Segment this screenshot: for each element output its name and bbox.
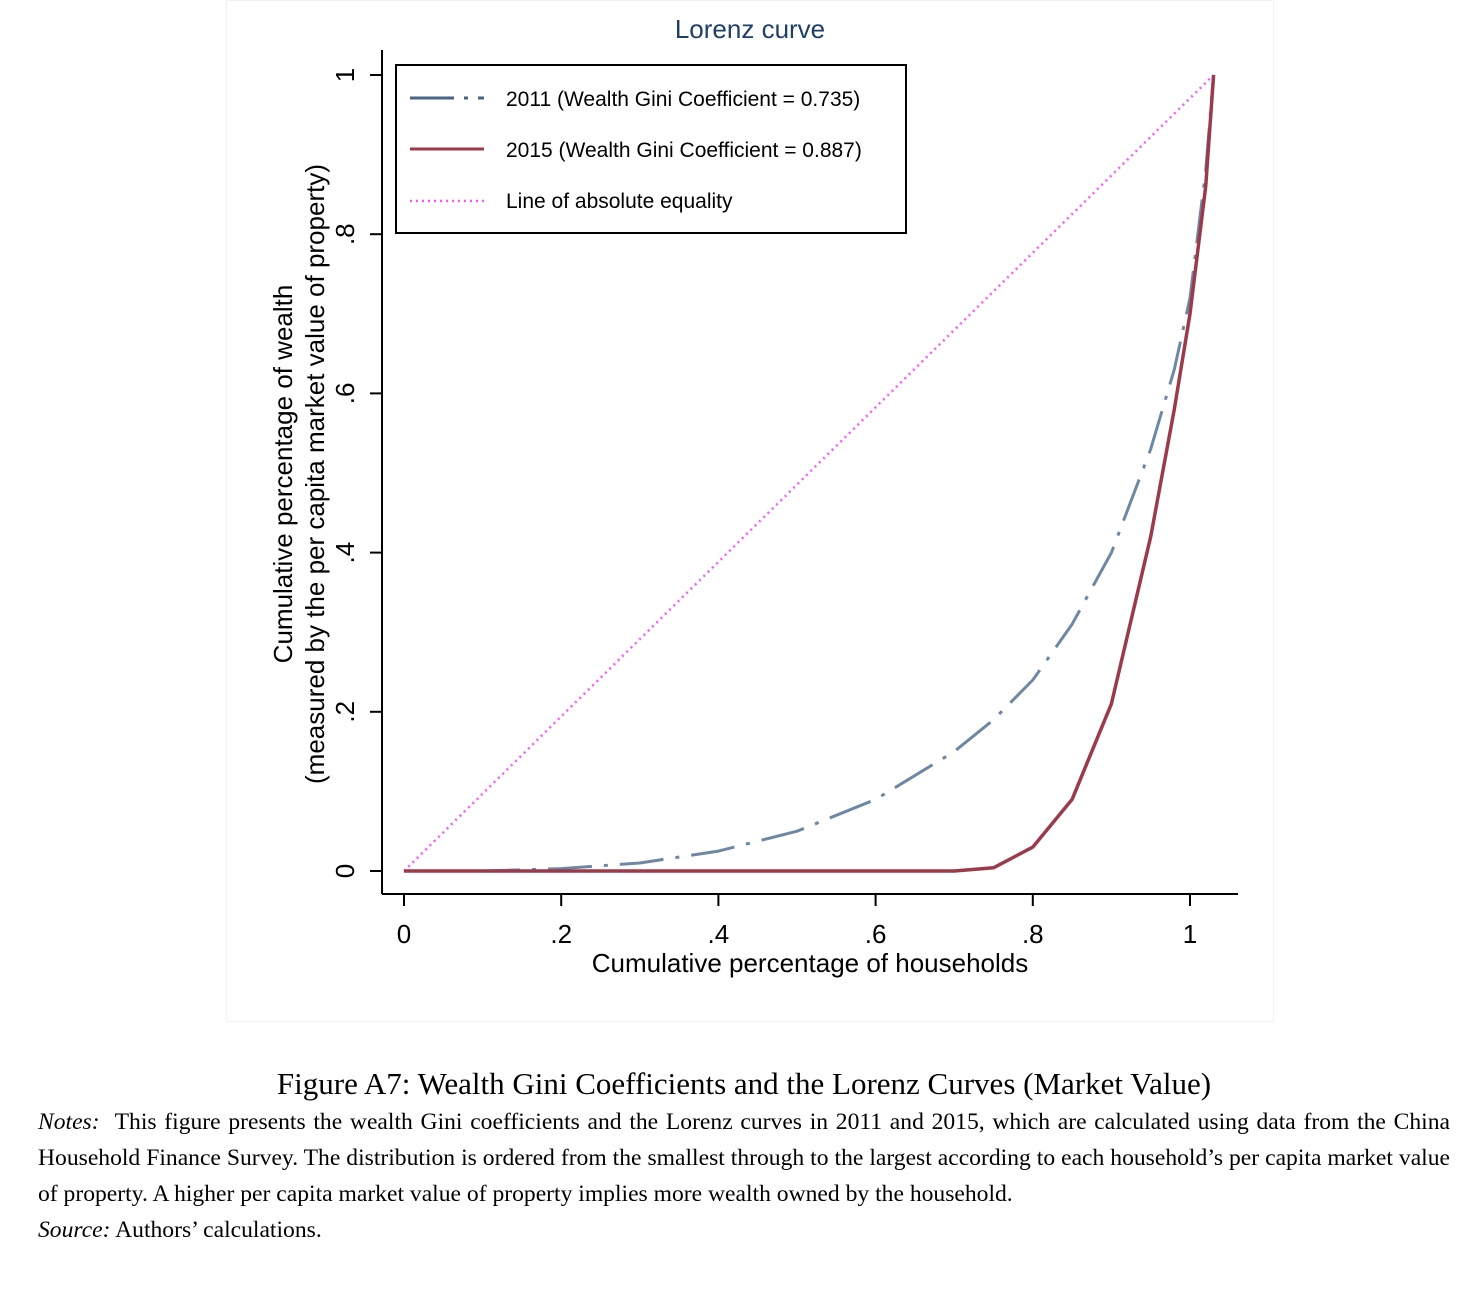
x-tick-label: .6 bbox=[865, 919, 887, 949]
y-tick-label: .4 bbox=[330, 542, 360, 564]
series-layer bbox=[403, 74, 1216, 873]
x-tick-label: 1 bbox=[1183, 919, 1197, 949]
source-label: Source: bbox=[38, 1217, 111, 1243]
x-axis-label: Cumulative percentage of households bbox=[592, 948, 1029, 978]
series-line-1 bbox=[404, 74, 1216, 873]
lorenz-chart: Lorenz curve 0 .2 .4 .6 .8 1 0 .2 .4 .6 .8 1 Cumul… bbox=[268, 14, 1238, 978]
x-tick-label: .4 bbox=[708, 919, 730, 949]
legend-label-2015: 2015 (Wealth Gini Coefficient = 0.887) bbox=[506, 139, 862, 162]
source-text: Authors’ calculations. bbox=[115, 1217, 322, 1243]
legend-label-2011: 2011 (Wealth Gini Coefficient = 0.735) bbox=[506, 88, 860, 111]
notes-text: This figure presents the wealth Gini coe… bbox=[38, 1109, 1450, 1207]
figure-caption: Figure A7: Wealth Gini Coefficients and … bbox=[38, 1064, 1450, 1248]
y-tick-label: .8 bbox=[330, 223, 360, 245]
y-tick-label: .6 bbox=[330, 383, 360, 405]
y-tick-label: .2 bbox=[330, 701, 360, 723]
x-tick-label: .8 bbox=[1022, 919, 1044, 949]
y-tick-label: 0 bbox=[330, 864, 360, 878]
y-axis-ticks: 0 .2 .4 .6 .8 1 bbox=[330, 68, 382, 878]
y-axis-label-line1: Cumulative percentage of wealth bbox=[268, 285, 298, 664]
series-line-0 bbox=[404, 74, 1216, 873]
notes-label: Notes: bbox=[38, 1109, 100, 1135]
caption-title: Figure A7: Wealth Gini Coefficients and … bbox=[276, 1066, 1212, 1101]
y-tick-label: 1 bbox=[330, 68, 360, 82]
x-axis-ticks: 0 .2 .4 .6 .8 1 bbox=[397, 894, 1197, 949]
x-tick-label: 0 bbox=[397, 919, 411, 949]
caption-source: Source: Authors’ calculations. bbox=[38, 1212, 1450, 1248]
x-tick-label: .2 bbox=[550, 919, 572, 949]
chart-title: Lorenz curve bbox=[675, 14, 825, 44]
y-axis-label-line2: (measured by the per capita market value… bbox=[300, 164, 330, 784]
legend: 2011 (Wealth Gini Coefficient = 0.735) 2… bbox=[395, 64, 907, 234]
legend-label-equality: Line of absolute equality bbox=[506, 190, 733, 213]
caption-notes: Notes: This figure presents the wealth G… bbox=[38, 1104, 1450, 1212]
